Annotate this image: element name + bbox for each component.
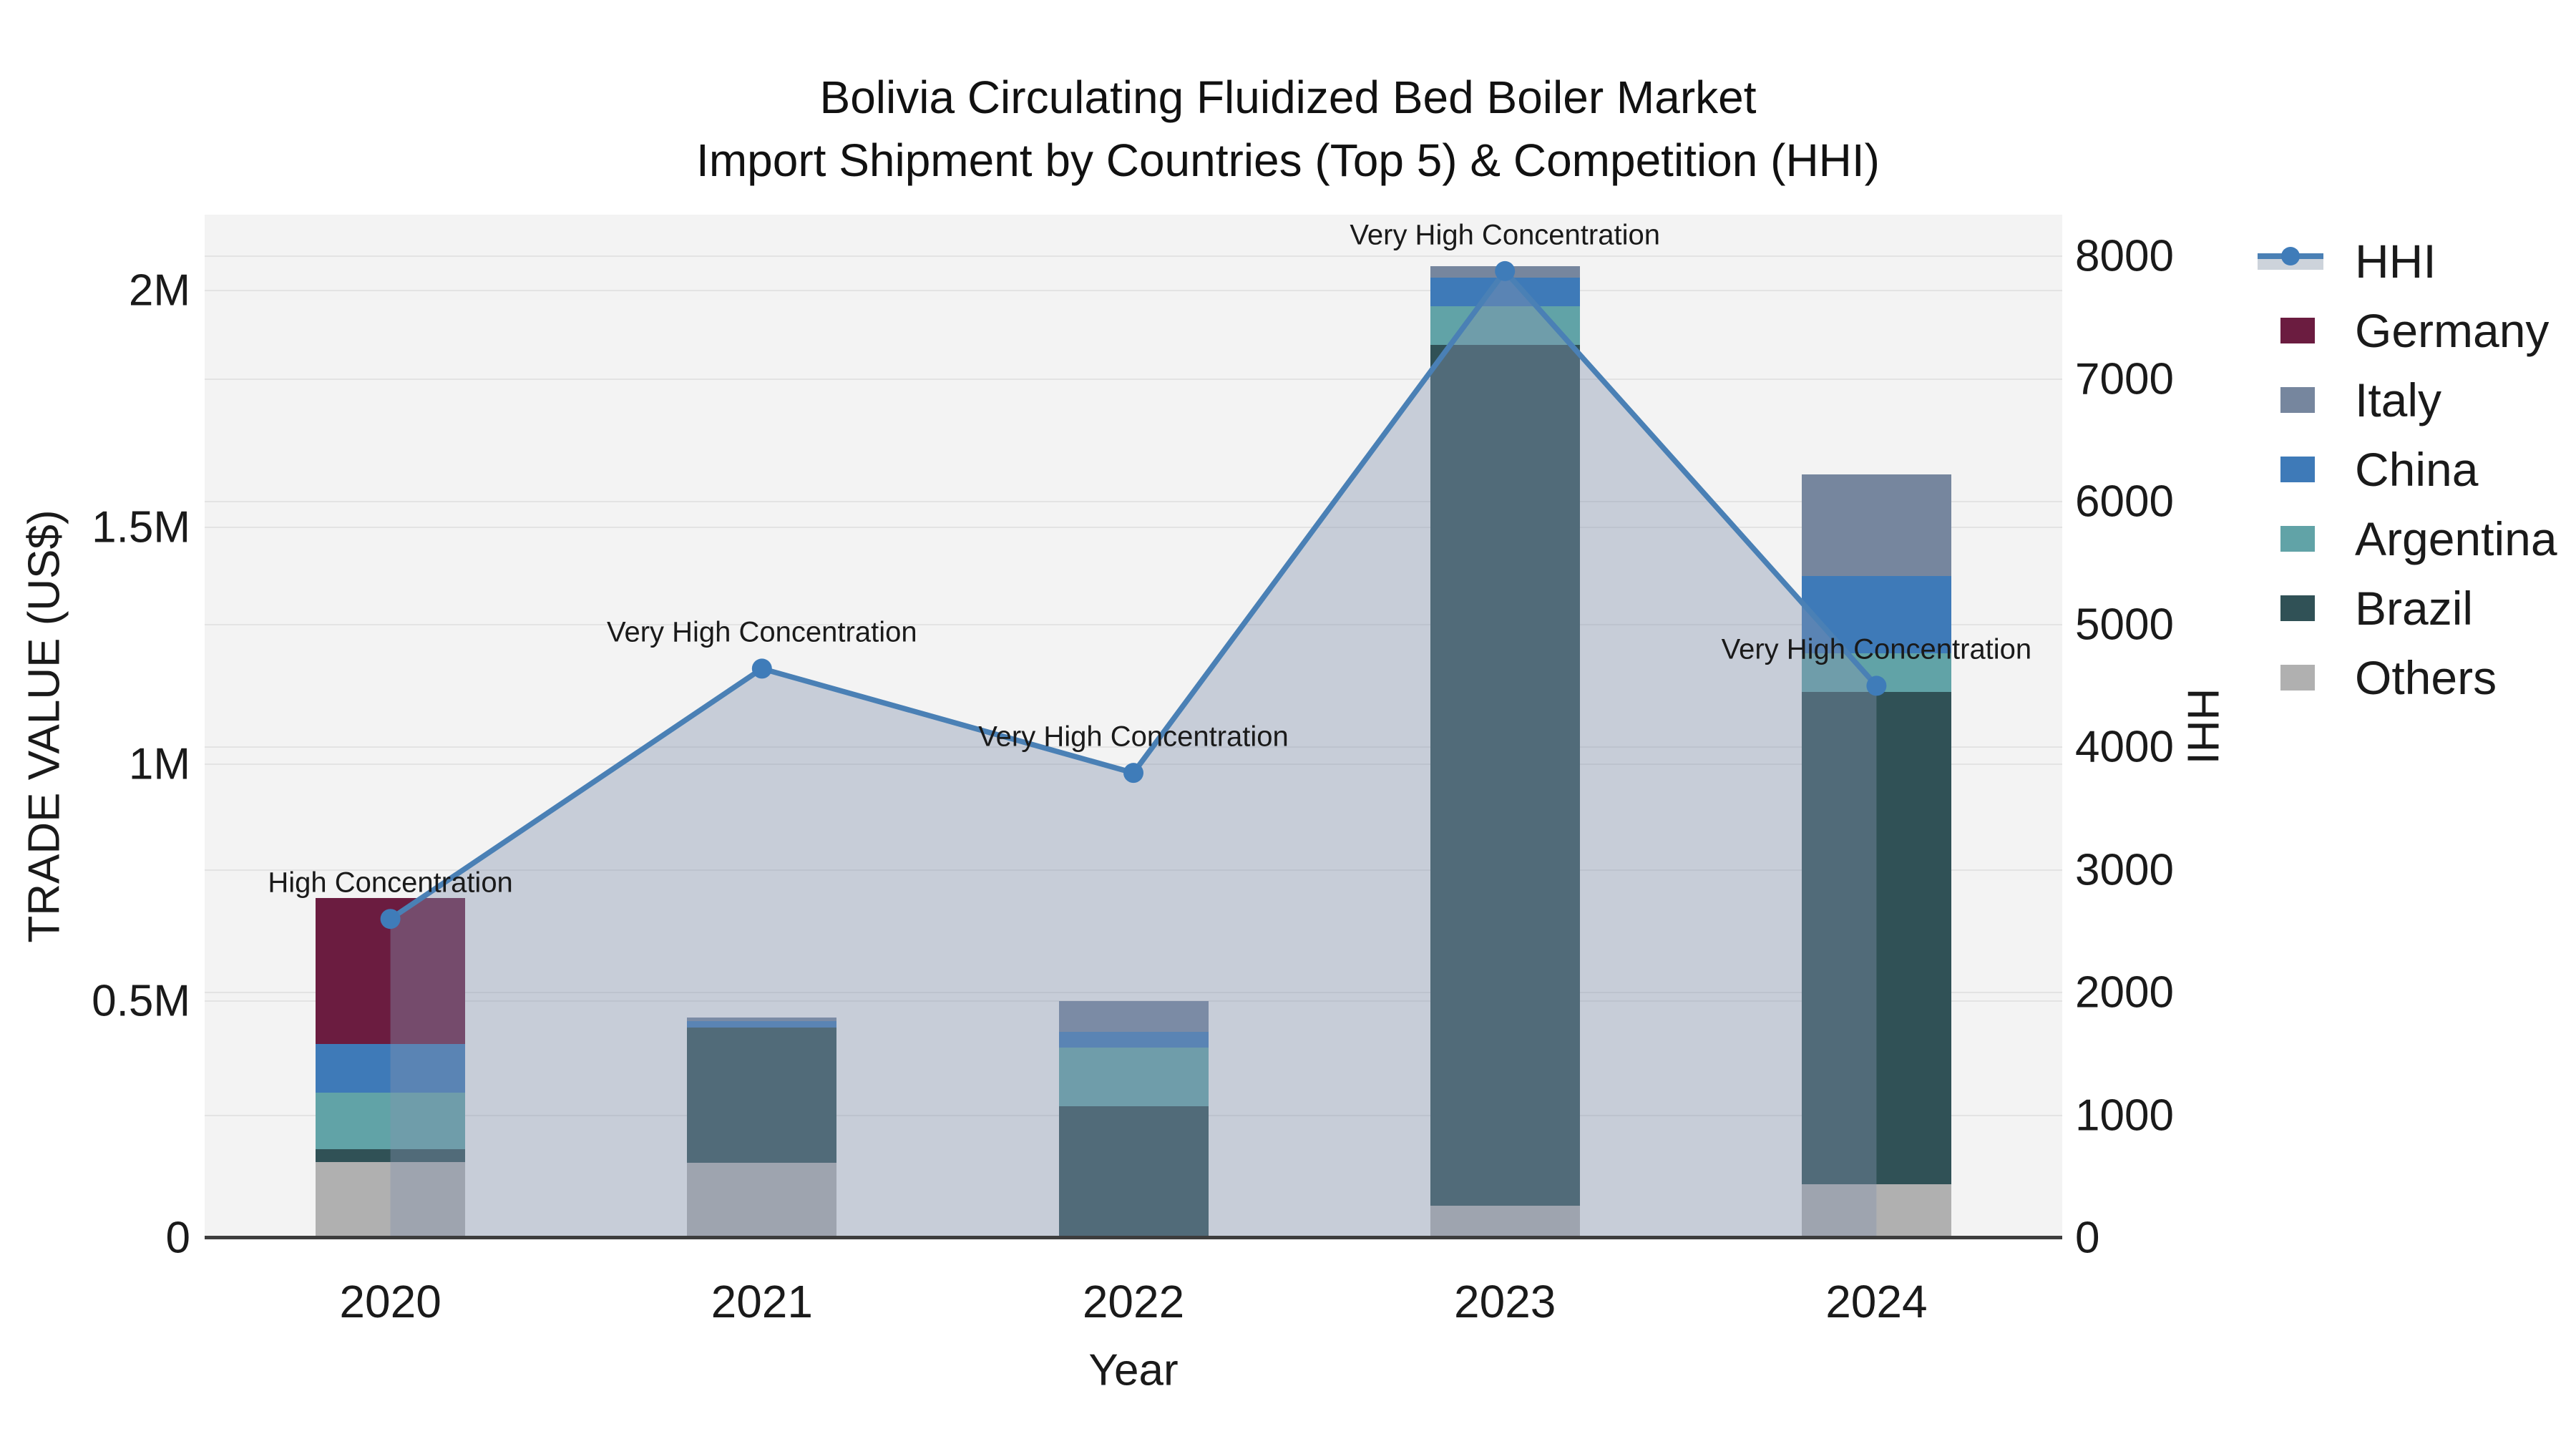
annotation-2020: High Concentration [268, 867, 513, 899]
chart-title: Bolivia Circulating Fluidized Bed Boiler… [0, 66, 2576, 192]
gridline-hhi [205, 501, 2062, 503]
x-tick-2021: 2021 [711, 1276, 813, 1327]
y-left-axis-title: TRADE VALUE (US$) [19, 509, 69, 943]
legend-item-germany[interactable]: Germany [2258, 296, 2557, 365]
bar-segment-china-2024[interactable] [1801, 576, 1951, 654]
bar-segment-brazil-2021[interactable] [687, 1028, 837, 1163]
legend-label-germany: Germany [2355, 303, 2550, 357]
bar-segment-argentina-2020[interactable] [316, 1093, 466, 1150]
legend-swatch-germany [2280, 317, 2315, 343]
y-left-tick-0.5M: 0.5M [92, 976, 190, 1026]
y-right-tick-8000: 8000 [2075, 231, 2174, 281]
gridline-hhi [205, 255, 2062, 258]
y-right-tick-6000: 6000 [2075, 477, 2174, 527]
annotation-2023: Very High Concentration [1350, 219, 1660, 251]
hhi-marker-2023[interactable] [1495, 260, 1516, 281]
hhi-overlay [380, 260, 1887, 1238]
legend-item-italy[interactable]: Italy [2258, 365, 2557, 434]
y-right-tick-3000: 3000 [2075, 845, 2174, 895]
bar-segment-brazil-2020[interactable] [316, 1149, 466, 1163]
bar-segment-brazil-2022[interactable] [1058, 1106, 1209, 1238]
gridline-hhi [205, 746, 2062, 748]
x-tick-2020: 2020 [339, 1276, 441, 1327]
legend-label-italy: Italy [2355, 373, 2442, 426]
bar-segment-others-2021[interactable] [687, 1162, 837, 1238]
hhi-marker-2021[interactable] [751, 658, 772, 679]
gridline-hhi [205, 869, 2062, 871]
bar-segment-china-2023[interactable] [1430, 278, 1580, 306]
bar-segment-others-2023[interactable] [1430, 1205, 1580, 1238]
bar-segment-italy-2024[interactable] [1801, 474, 1951, 577]
x-axis-title: Year [1088, 1345, 1179, 1395]
bar-segment-china-2020[interactable] [316, 1043, 466, 1093]
hhi-marker-2022[interactable] [1123, 763, 1143, 784]
hhi-marker-2024[interactable] [1866, 675, 1887, 696]
y-right-tick-5000: 5000 [2075, 600, 2174, 650]
annotation-2021: Very High Concentration [607, 616, 917, 648]
bar-segment-china-2021[interactable] [687, 1021, 837, 1028]
y-right-tick-0: 0 [2075, 1213, 2100, 1263]
legend-label-others: Others [2355, 650, 2497, 704]
y-right-tick-7000: 7000 [2075, 354, 2174, 404]
legend-label-hhi: HHI [2355, 234, 2436, 288]
y-left-tick-2M: 2M [128, 265, 190, 316]
legend-label-brazil: Brazil [2355, 581, 2474, 635]
x-tick-2023: 2023 [1454, 1276, 1556, 1327]
gridline-hhi [205, 992, 2062, 994]
legend-label-china: China [2355, 442, 2479, 496]
legend-swatch-brazil [2280, 595, 2315, 621]
plot-area: High Concentration Very High Concentratio… [205, 215, 2062, 1239]
hhi-marker-swatch [2281, 246, 2300, 265]
legend-swatch-china [2280, 456, 2315, 482]
legend-item-hhi[interactable]: HHI [2258, 226, 2557, 296]
gridline-hhi [205, 623, 2062, 625]
y-right-tick-4000: 4000 [2075, 722, 2174, 772]
chart-title-line1: Bolivia Circulating Fluidized Bed Boiler… [819, 72, 1757, 123]
bar-segment-italy-2021[interactable] [687, 1018, 837, 1022]
gridline-trade-value [205, 526, 2062, 528]
legend-item-argentina[interactable]: Argentina [2258, 504, 2557, 573]
y-right-tick-2000: 2000 [2075, 967, 2174, 1018]
legend-item-china[interactable]: China [2258, 434, 2557, 504]
legend-swatch-others [2280, 664, 2315, 691]
hhi-line-legend-icon [2258, 246, 2329, 272]
legend-label-argentina: Argentina [2355, 512, 2557, 565]
y-right-axis-title: HHI [2177, 688, 2228, 765]
annotation-2022: Very High Concentration [978, 721, 1289, 753]
bar-segment-brazil-2023[interactable] [1430, 345, 1580, 1206]
bar-segment-others-2024[interactable] [1801, 1184, 1951, 1238]
legend-item-brazil[interactable]: Brazil [2258, 573, 2557, 643]
annotation-2024: Very High Concentration [1721, 633, 2032, 665]
y-left-tick-1.5M: 1.5M [92, 502, 190, 552]
bar-segment-brazil-2024[interactable] [1801, 692, 1951, 1185]
bar-segment-italy-2022[interactable] [1058, 1000, 1209, 1032]
bar-segment-others-2020[interactable] [316, 1162, 466, 1238]
gridline-hhi [205, 378, 2062, 380]
chart-title-line2: Import Shipment by Countries (Top 5) & C… [696, 135, 1880, 186]
y-left-tick-1M: 1M [128, 739, 190, 789]
x-axis-line [205, 1236, 2062, 1239]
bar-segment-china-2022[interactable] [1058, 1032, 1209, 1048]
legend-item-others[interactable]: Others [2258, 643, 2557, 712]
x-tick-2022: 2022 [1082, 1276, 1185, 1327]
y-left-tick-0: 0 [165, 1213, 190, 1263]
y-right-tick-1000: 1000 [2075, 1091, 2174, 1141]
hhi-marker-2020[interactable] [380, 909, 401, 930]
legend-swatch-argentina [2280, 525, 2315, 552]
legend: HHI Germany Italy China Argentina Brazil Other… [2258, 226, 2557, 712]
x-tick-2024: 2024 [1825, 1276, 1928, 1327]
bar-segment-argentina-2022[interactable] [1058, 1047, 1209, 1106]
legend-swatch-italy [2280, 386, 2315, 413]
gridline-trade-value [205, 289, 2062, 291]
hhi-area [390, 270, 1877, 1238]
